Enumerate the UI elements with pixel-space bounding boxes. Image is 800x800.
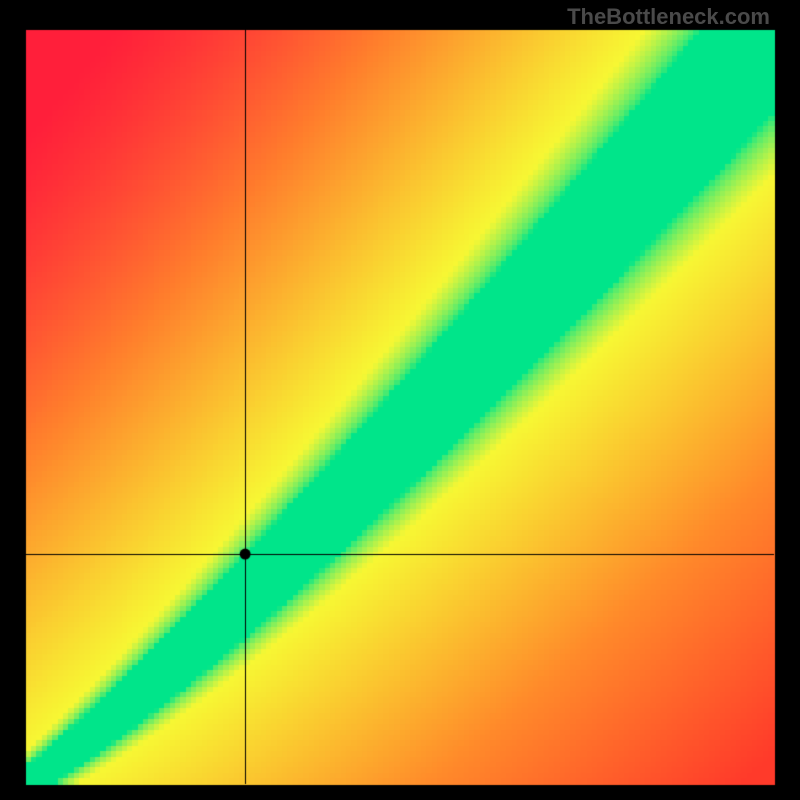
chart-container: TheBottleneck.com	[0, 0, 800, 800]
bottleneck-heatmap	[0, 0, 800, 800]
watermark-label: TheBottleneck.com	[567, 4, 770, 30]
